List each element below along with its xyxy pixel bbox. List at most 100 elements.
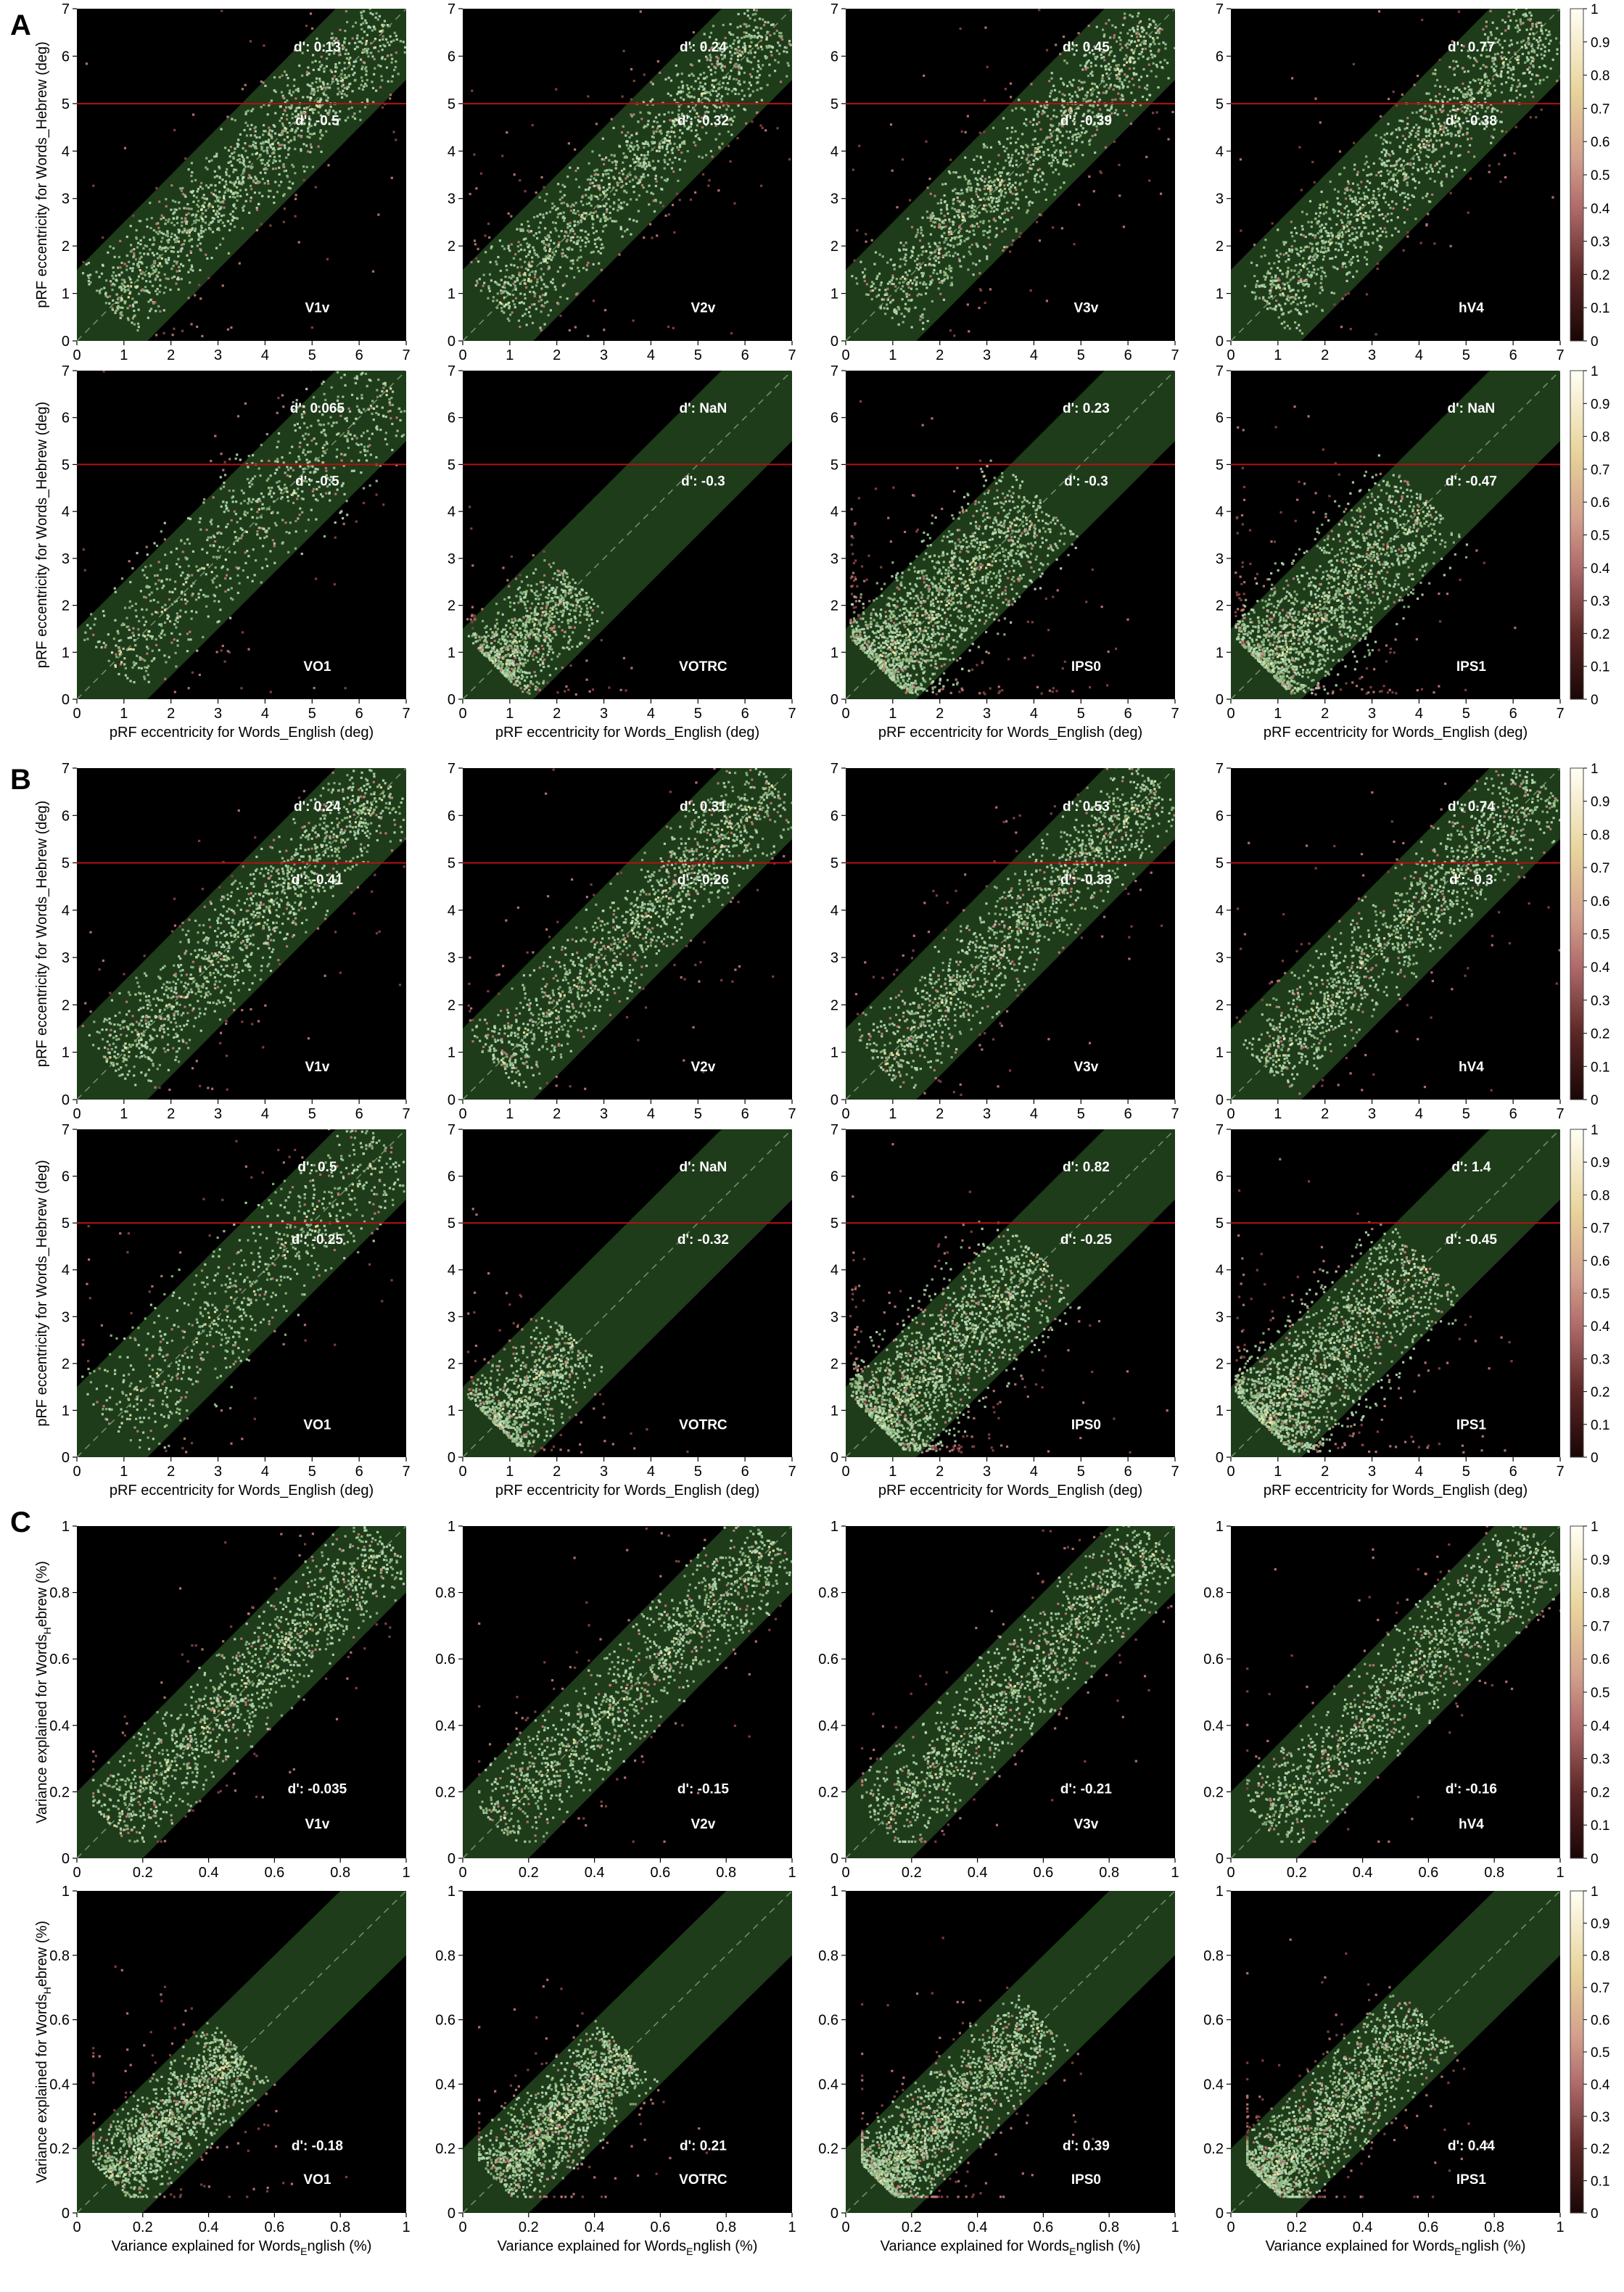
data-point [690, 199, 692, 201]
data-point [271, 99, 273, 102]
y-tick-label: 6 [62, 49, 70, 65]
data-point [1121, 95, 1124, 97]
data-point [282, 165, 284, 168]
data-point [190, 250, 192, 252]
data-point [293, 78, 295, 81]
data-point [189, 268, 191, 271]
data-point [352, 115, 354, 118]
data-point [738, 72, 741, 74]
data-point [552, 279, 554, 281]
data-point [164, 273, 166, 276]
data-point [1426, 172, 1428, 174]
data-point [1074, 91, 1076, 93]
data-point [294, 198, 297, 200]
data-point [574, 213, 577, 215]
data-point [1037, 181, 1039, 184]
data-point [320, 99, 322, 101]
data-point [1108, 19, 1110, 21]
data-point [816, 149, 818, 151]
data-point [1121, 83, 1124, 86]
data-point [985, 204, 987, 206]
data-point [1551, 196, 1554, 198]
data-point [643, 73, 646, 75]
data-point [1348, 292, 1350, 294]
data-point [170, 250, 173, 252]
data-point [359, 119, 361, 121]
data-point [623, 50, 625, 52]
data-point [132, 305, 134, 308]
data-point [566, 275, 568, 277]
data-point [672, 170, 675, 173]
data-point [614, 154, 616, 157]
data-point [741, 98, 743, 100]
data-point [942, 226, 944, 228]
data-point [1525, 46, 1528, 49]
data-point [326, 83, 329, 85]
data-point [1279, 293, 1281, 295]
data-point [942, 279, 944, 281]
data-point [1525, 7, 1528, 9]
data-point [1482, 28, 1484, 30]
data-point [287, 84, 289, 86]
data-point [659, 131, 661, 133]
data-point [1462, 83, 1464, 85]
data-point [902, 276, 904, 278]
data-point [989, 190, 992, 192]
data-point [1124, 12, 1126, 15]
data-point [223, 186, 226, 188]
data-point [625, 155, 627, 157]
data-point [1352, 256, 1354, 258]
data-point [307, 67, 309, 69]
data-point [728, 78, 730, 80]
data-point [638, 210, 640, 212]
data-point [205, 184, 207, 186]
data-point [630, 198, 632, 200]
data-point [1142, 68, 1145, 70]
data-point [1384, 154, 1386, 157]
data-point [1384, 133, 1386, 136]
data-point [343, 41, 345, 43]
data-point [1010, 96, 1012, 98]
data-point [274, 181, 276, 183]
data-point [1419, 151, 1422, 153]
data-point [313, 94, 315, 96]
data-point [694, 144, 696, 147]
data-point [952, 189, 954, 191]
data-point [922, 217, 924, 219]
data-point [1356, 184, 1359, 186]
data-point [381, 24, 383, 26]
data-point [976, 193, 978, 195]
data-point [997, 209, 999, 211]
data-point [924, 264, 926, 266]
data-point [729, 75, 731, 78]
data-point [138, 276, 140, 278]
data-point [181, 278, 183, 280]
data-point [561, 184, 564, 186]
data-point [395, 51, 397, 54]
data-point [297, 107, 300, 109]
data-point [1311, 271, 1313, 273]
data-point [1302, 228, 1304, 231]
data-point [130, 281, 132, 284]
data-point [986, 147, 988, 149]
data-point [300, 136, 302, 138]
data-point [284, 127, 286, 129]
data-point [864, 268, 866, 271]
data-point [618, 172, 620, 174]
data-point [1045, 101, 1047, 103]
data-point [722, 82, 724, 84]
data-point [1072, 79, 1074, 81]
data-point [664, 137, 666, 139]
data-point [1536, 54, 1538, 56]
data-point [1118, 80, 1121, 82]
data-point [1004, 208, 1006, 210]
data-point [1146, 84, 1148, 86]
data-point [1158, 50, 1160, 52]
data-point [733, 43, 735, 45]
data-point [930, 215, 932, 218]
data-point [1036, 113, 1039, 115]
data-point [907, 299, 910, 301]
data-point [1361, 218, 1364, 220]
data-point [356, 34, 358, 36]
